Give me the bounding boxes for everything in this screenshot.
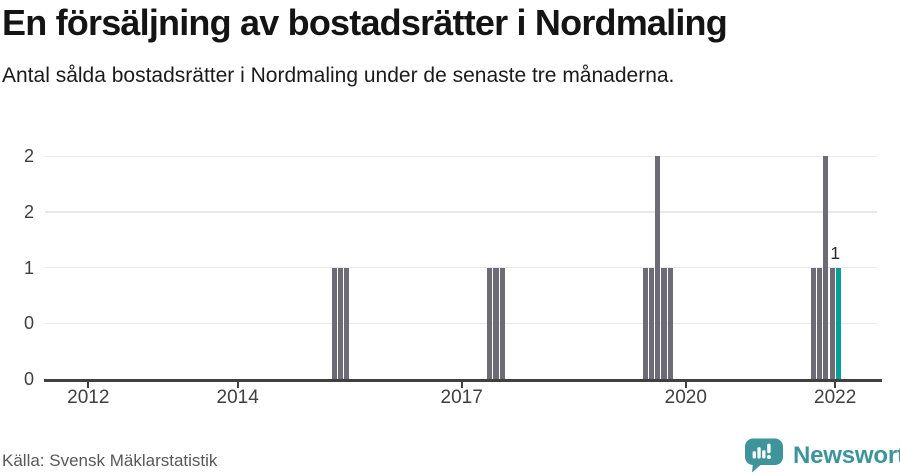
x-axis-tick: [87, 379, 90, 388]
bar-value-label: 1: [830, 242, 841, 263]
page-subtitle: Antal sålda bostadsrätter i Nordmaling u…: [2, 64, 675, 87]
x-tick-label: 2020: [664, 387, 707, 408]
gridline: [45, 211, 877, 213]
highlighted-bar: [835, 267, 841, 379]
page-title: En försäljning av bostadsrätter i Nordma…: [2, 2, 728, 43]
bar: [810, 267, 816, 379]
bar: [829, 267, 835, 379]
x-tick-label: 2014: [216, 387, 259, 408]
y-tick-label: 2: [23, 146, 34, 167]
x-tick-label: 2012: [67, 387, 110, 408]
x-axis-tick: [236, 379, 239, 388]
bar: [499, 267, 505, 379]
bar: [667, 267, 673, 379]
gridline: [45, 155, 877, 158]
y-tick-label: 0: [23, 313, 34, 334]
bar: [487, 267, 493, 379]
y-tick-label: 1: [23, 257, 34, 278]
x-axis-tick: [834, 379, 837, 388]
bar-chart: 0 0 1 2 2 2012 2014 2017 2020 2022 1: [0, 130, 900, 430]
x-axis-tick: [684, 379, 687, 388]
bar: [331, 267, 337, 379]
x-tick-label: 2022: [814, 387, 857, 408]
newsworthy-brand: Newsworthy: [744, 438, 900, 473]
y-tick-label: 2: [23, 202, 34, 223]
y-tick-label: 0: [23, 369, 34, 389]
x-tick-label: 2017: [440, 387, 483, 408]
bar: [823, 156, 829, 379]
bar: [337, 267, 343, 379]
x-axis-baseline: [44, 379, 882, 382]
gridline: [45, 322, 877, 325]
brand-name: Newsworthy: [793, 441, 900, 469]
bar: [493, 267, 499, 379]
bar: [661, 267, 667, 379]
bar: [817, 267, 823, 379]
x-axis-tick: [460, 379, 463, 388]
bar: [344, 267, 350, 379]
gridline: [45, 266, 877, 269]
source-note: Källa: Svensk Mäklarstatistik: [2, 451, 218, 470]
bar: [642, 267, 648, 379]
newsworthy-logo-icon: [745, 438, 783, 473]
bar: [649, 267, 655, 379]
bar: [655, 156, 661, 379]
